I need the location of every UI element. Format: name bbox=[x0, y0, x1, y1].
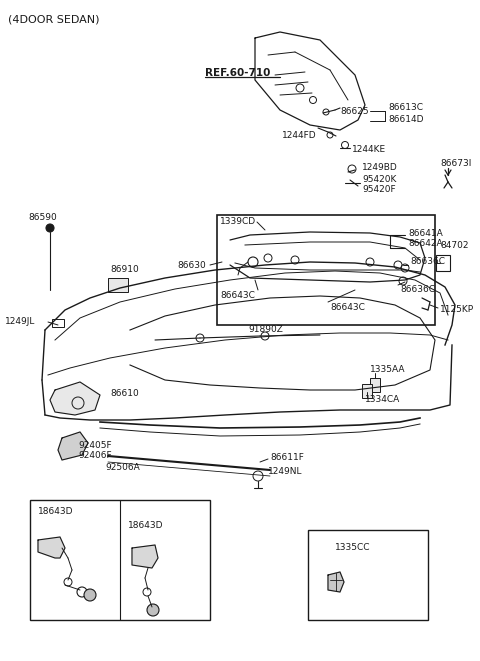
Text: 92506A: 92506A bbox=[105, 463, 140, 473]
Text: 1334CA: 1334CA bbox=[365, 395, 400, 405]
Text: 86614D: 86614D bbox=[388, 116, 423, 124]
Text: (4DOOR SEDAN): (4DOOR SEDAN) bbox=[8, 15, 99, 25]
Text: 1244KE: 1244KE bbox=[352, 145, 386, 155]
Text: 86610: 86610 bbox=[110, 389, 139, 397]
Text: REF.60-710: REF.60-710 bbox=[205, 68, 270, 78]
Polygon shape bbox=[58, 432, 88, 460]
Text: 18643D: 18643D bbox=[38, 508, 73, 516]
Text: 86910: 86910 bbox=[110, 266, 139, 274]
Bar bbox=[52, 319, 64, 327]
Text: 95420K: 95420K bbox=[362, 175, 396, 184]
Text: 92406F: 92406F bbox=[78, 451, 112, 461]
Circle shape bbox=[147, 604, 159, 616]
Bar bbox=[308, 530, 428, 620]
Text: 86643C: 86643C bbox=[330, 303, 365, 311]
Text: 86625: 86625 bbox=[340, 106, 369, 116]
Text: 1249NL: 1249NL bbox=[268, 467, 302, 477]
Polygon shape bbox=[38, 537, 65, 558]
Text: 86590: 86590 bbox=[28, 214, 57, 223]
Polygon shape bbox=[50, 382, 100, 415]
Text: 86673I: 86673I bbox=[440, 159, 471, 167]
Polygon shape bbox=[328, 572, 344, 592]
Text: 92405F: 92405F bbox=[78, 440, 112, 449]
Text: 86611F: 86611F bbox=[270, 453, 304, 463]
Text: 18643D: 18643D bbox=[128, 520, 164, 529]
Text: 86642A: 86642A bbox=[408, 239, 443, 249]
Bar bbox=[362, 384, 372, 398]
Text: 91890Z: 91890Z bbox=[248, 325, 283, 334]
Text: 1339CD: 1339CD bbox=[220, 217, 256, 227]
Text: 84702: 84702 bbox=[440, 241, 468, 251]
Text: 1244FD: 1244FD bbox=[282, 132, 317, 141]
Text: 1125KP: 1125KP bbox=[440, 305, 474, 315]
Text: 86641A: 86641A bbox=[408, 229, 443, 237]
Bar bbox=[217, 215, 435, 325]
Circle shape bbox=[84, 589, 96, 601]
Text: 1335CC: 1335CC bbox=[335, 543, 371, 553]
Bar bbox=[370, 378, 380, 392]
Bar bbox=[108, 278, 128, 292]
Text: 86636C: 86636C bbox=[410, 258, 445, 266]
Bar bbox=[436, 255, 450, 271]
Text: 86636C: 86636C bbox=[400, 286, 435, 295]
Text: 95420F: 95420F bbox=[362, 186, 396, 194]
Text: 1249JL: 1249JL bbox=[5, 317, 36, 327]
Circle shape bbox=[46, 224, 54, 232]
Text: 1249BD: 1249BD bbox=[362, 163, 398, 173]
Bar bbox=[30, 500, 210, 620]
Polygon shape bbox=[132, 545, 158, 568]
Text: 1335AA: 1335AA bbox=[370, 366, 406, 375]
Text: 86630: 86630 bbox=[177, 260, 206, 270]
Text: 86643C: 86643C bbox=[220, 290, 255, 299]
Text: 86613C: 86613C bbox=[388, 104, 423, 112]
